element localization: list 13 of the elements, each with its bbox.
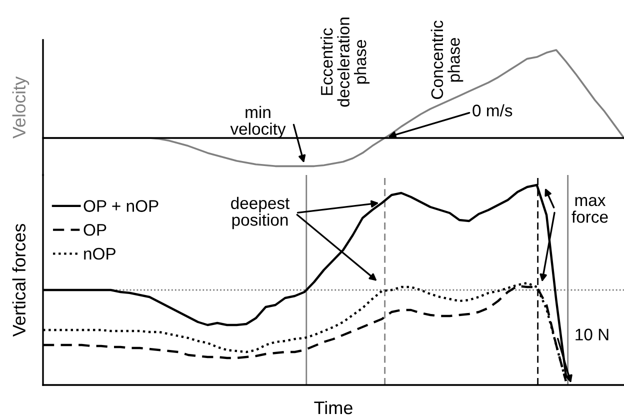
- annotation: 10 N: [576, 328, 608, 340]
- annotation: 0 m/s: [472, 104, 512, 116]
- annotation: deepest position: [231, 196, 290, 230]
- legend-label: nOP: [84, 248, 116, 260]
- y-axis-title: Vertical forces: [12, 224, 26, 337]
- x-axis-title: Time: [314, 400, 352, 414]
- annotation: Concentric phase: [430, 20, 464, 99]
- legend-label: OP + nOP: [84, 200, 158, 212]
- y-axis-title: Velocity: [12, 76, 30, 139]
- annotation: Eccentric deceleration phase: [320, 18, 370, 107]
- annotation: min velocity: [230, 106, 286, 138]
- annotation: max force: [572, 196, 608, 223]
- legend-label: OP: [84, 224, 106, 236]
